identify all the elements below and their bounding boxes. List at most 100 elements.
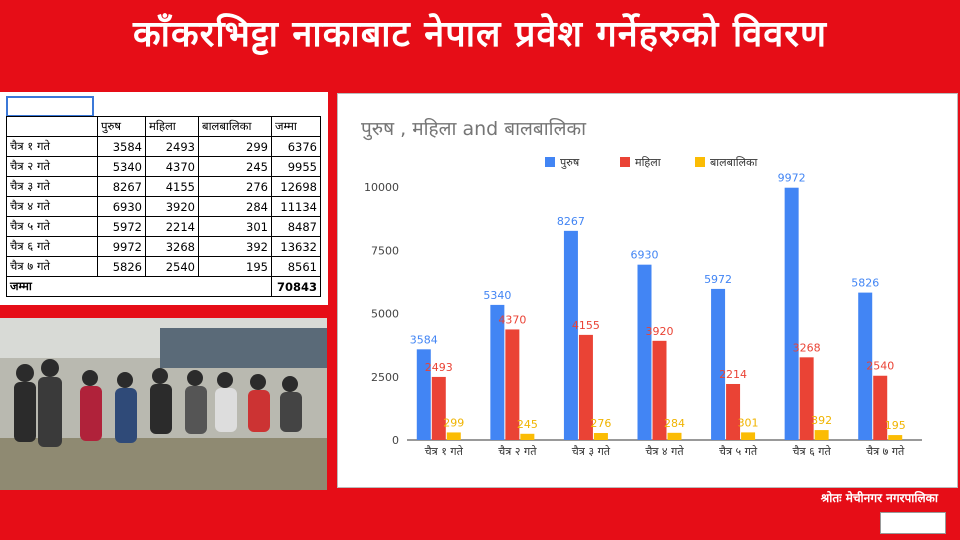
logo — [880, 512, 946, 534]
value-label: 2540 — [866, 360, 894, 373]
row-label: चैत्र १ गते — [6, 136, 98, 157]
table-cell: 4370 — [145, 156, 199, 177]
bar — [431, 376, 446, 440]
y-tick-label: 10000 — [364, 181, 399, 194]
total-label: जम्मा — [6, 276, 272, 297]
bar — [416, 349, 431, 440]
bar — [873, 375, 888, 440]
y-tick-label: 0 — [392, 434, 399, 447]
bar — [711, 288, 726, 440]
table-cell: 11134 — [271, 196, 321, 217]
bar — [637, 264, 652, 440]
value-label: 5972 — [704, 273, 732, 286]
row-label: चैत्र ४ गते — [6, 196, 98, 217]
row-label: चैत्र ३ गते — [6, 176, 98, 197]
table-row: चैत्र १ गते 3584 2493 299 6376 — [6, 136, 321, 157]
table-row: चैत्र ३ गते 8267 4155 276 12698 — [6, 176, 321, 197]
table-cell: 5972 — [97, 216, 146, 237]
chart-title: पुरुष , महिला and बालबालिका — [361, 117, 587, 141]
bar — [888, 435, 903, 440]
source: श्रोतः मेचीनगर नगरपालिका — [820, 491, 938, 505]
value-label: 392 — [811, 414, 832, 427]
value-label: 5826 — [851, 277, 879, 290]
value-label: 301 — [738, 416, 759, 429]
value-label: 3268 — [793, 341, 821, 354]
table-cell: 8267 — [97, 176, 146, 197]
table-cell: 6930 — [97, 196, 146, 217]
bar — [505, 329, 520, 440]
value-label: 276 — [590, 417, 611, 430]
bar — [814, 430, 829, 440]
table-cell: 6376 — [271, 136, 321, 157]
table-cell: 299 — [198, 136, 272, 157]
total-value: 70843 — [271, 276, 321, 297]
x-tick-label: चैत्र ४ गते — [645, 445, 684, 458]
value-label: 6930 — [631, 249, 659, 262]
legend-label: पुरुष — [560, 156, 580, 169]
column-header: पुरुष — [97, 116, 146, 137]
value-label: 3584 — [410, 333, 438, 346]
table-cell: 3584 — [97, 136, 146, 157]
value-label: 2214 — [719, 368, 747, 381]
value-label: 2493 — [425, 361, 453, 374]
table-cell: 8487 — [271, 216, 321, 237]
table-cell: 9955 — [271, 156, 321, 177]
value-label: 299 — [443, 416, 464, 429]
value-label: 245 — [517, 418, 538, 431]
bar — [490, 304, 505, 440]
value-label: 4370 — [498, 313, 526, 326]
table-cell: 5340 — [97, 156, 146, 177]
row-label: चैत्र ७ गते — [6, 256, 98, 277]
value-label: 4155 — [572, 319, 600, 332]
bar — [799, 357, 814, 440]
total-row: जम्मा 70843 — [6, 276, 321, 297]
table-row: चैत्र ६ गते 9972 3268 392 13632 — [6, 236, 321, 257]
table-cell: 195 — [198, 256, 272, 277]
table-cell: 4155 — [145, 176, 199, 197]
table-cell: 3268 — [145, 236, 199, 257]
table-cell: 2493 — [145, 136, 199, 157]
legend-swatch — [695, 157, 705, 167]
x-tick-label: चैत्र ३ गते — [572, 445, 611, 458]
header-row: पुरुष महिला बालबालिका जम्मा — [6, 116, 321, 137]
column-header: महिला — [145, 116, 199, 137]
table-row: चैत्र ४ गते 6930 3920 284 11134 — [6, 196, 321, 217]
table-cell: 2214 — [145, 216, 199, 237]
bar — [858, 292, 873, 440]
corner-cell — [6, 116, 98, 137]
row-label: चैत्र ६ गते — [6, 236, 98, 257]
row-label: चैत्र २ गते — [6, 156, 98, 177]
value-label: 284 — [664, 417, 685, 430]
table-row: चैत्र २ गते 5340 4370 245 9955 — [6, 156, 321, 177]
y-tick-label: 7500 — [371, 244, 399, 257]
x-tick-label: चैत्र ६ गते — [793, 445, 832, 458]
bar — [784, 187, 799, 440]
bar — [667, 432, 682, 440]
value-label: 8267 — [557, 215, 585, 228]
table-cell: 284 — [198, 196, 272, 217]
page-title: काँकरभिट्टा नाकाबाट नेपाल प्रवेश गर्नेहर… — [133, 14, 827, 55]
chart-panel: पुरुष , महिला and बालबालिका 0 2500 5000 750… — [337, 93, 958, 488]
bar — [578, 334, 593, 440]
table-cell: 3920 — [145, 196, 199, 217]
legend-swatch — [620, 157, 630, 167]
value-label: 9972 — [778, 172, 806, 185]
data-table: पुरुष महिला बालबालिका जम्मा चैत्र १ गते 3584 2… — [6, 116, 321, 297]
x-tick-label: चैत्र १ गते — [425, 445, 464, 458]
bar — [726, 383, 741, 440]
column-header: बालबालिका — [198, 116, 272, 137]
value-label: 5340 — [483, 289, 511, 302]
table-cell: 276 — [198, 176, 272, 197]
table-row: चैत्र ५ गते 5972 2214 301 8487 — [6, 216, 321, 237]
bar — [652, 340, 667, 440]
bar — [593, 433, 608, 440]
table-cell: 301 — [198, 216, 272, 237]
table-cell: 392 — [198, 236, 272, 257]
table-cell: 2540 — [145, 256, 199, 277]
photo — [0, 318, 327, 490]
legend-swatch — [545, 157, 555, 167]
table-cell: 245 — [198, 156, 272, 177]
bar — [741, 432, 756, 440]
legend-label: महिला — [635, 156, 661, 169]
row-label: चैत्र ५ गते — [6, 216, 98, 237]
